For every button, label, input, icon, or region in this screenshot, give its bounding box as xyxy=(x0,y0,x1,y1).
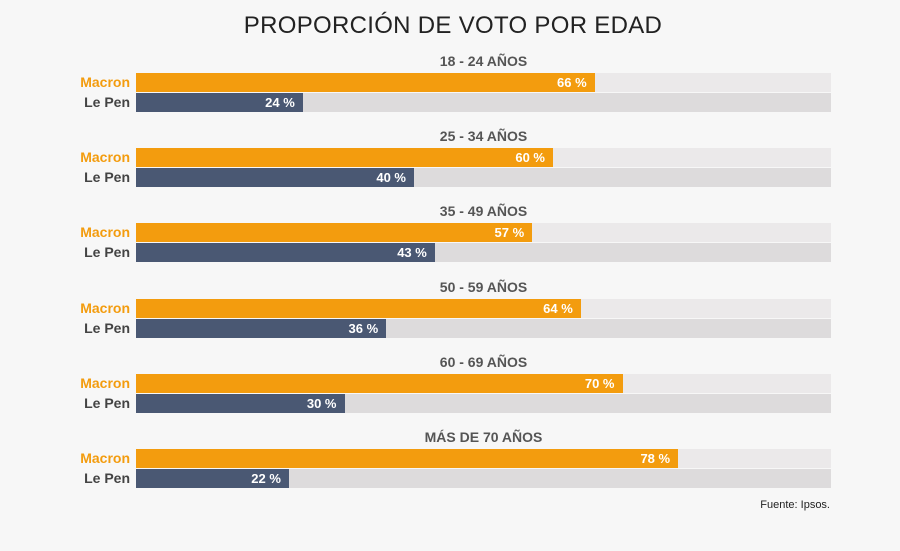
age-group-label: MÁS DE 70 AÑOS xyxy=(424,429,543,445)
bar-track: 36 % xyxy=(136,318,831,338)
candidate-label: Macron xyxy=(80,224,130,241)
candidate-label: Macron xyxy=(80,299,130,316)
age-group-label: 25 - 34 AÑOS xyxy=(439,128,528,145)
candidate-label: Macron xyxy=(80,149,130,166)
bar-le-pen: 24 % xyxy=(136,93,303,112)
data-label: 66 % xyxy=(557,75,587,90)
data-label: 57 % xyxy=(494,225,525,241)
candidate-label: Le Pen xyxy=(84,394,130,411)
data-label: 22 % xyxy=(251,471,281,486)
data-label: 60 % xyxy=(515,150,545,166)
candidate-label: Macron xyxy=(80,374,130,391)
bar-macron: 66 % xyxy=(136,73,595,92)
bar-track: 66 % xyxy=(136,73,831,92)
bar-track: 60 % xyxy=(136,148,831,168)
bar-macron: 78 % xyxy=(136,449,679,468)
bar-le-pen: 43 % xyxy=(136,243,435,263)
bar-track: 24 % xyxy=(136,93,831,112)
candidate-label: Macron xyxy=(80,450,130,466)
bar-le-pen: 22 % xyxy=(136,469,289,488)
bar-track: 70 % xyxy=(136,373,831,393)
candidate-label: Le Pen xyxy=(84,94,130,110)
bar-track: 30 % xyxy=(136,393,831,413)
bar-le-pen: 40 % xyxy=(136,168,414,188)
candidate-label: Le Pen xyxy=(84,244,130,261)
bar-macron: 64 % xyxy=(136,298,581,318)
data-label: 30 % xyxy=(306,395,337,411)
data-label: 43 % xyxy=(397,245,427,261)
data-label: 64 % xyxy=(543,300,573,316)
bar-le-pen: 30 % xyxy=(136,393,345,413)
bar-le-pen: 36 % xyxy=(136,318,387,338)
bar-track: 78 % xyxy=(136,449,831,468)
bar-macron: 70 % xyxy=(136,373,623,393)
source-note: Fuente: Ipsos. xyxy=(760,499,830,511)
age-group-label: 50 - 59 AÑOS xyxy=(439,278,528,295)
candidate-label: Le Pen xyxy=(84,169,130,186)
data-label: 24 % xyxy=(265,95,295,110)
bar-track: 22 % xyxy=(136,469,831,488)
bar-track: 57 % xyxy=(136,223,831,243)
candidate-label: Macron xyxy=(80,74,130,90)
data-label: 40 % xyxy=(376,170,406,186)
data-label: 36 % xyxy=(348,320,379,336)
bar-macron: 57 % xyxy=(136,223,533,243)
bar-track: 40 % xyxy=(136,168,831,188)
bar-macron: 60 % xyxy=(136,148,553,168)
age-group-label: 60 - 69 AÑOS xyxy=(439,353,528,370)
data-label: 70 % xyxy=(584,375,615,391)
data-label: 78 % xyxy=(640,451,671,466)
age-group-label: 35 - 49 AÑOS xyxy=(439,203,528,220)
chart-title: PROPORCIÓN DE VOTO POR EDAD xyxy=(243,12,663,39)
candidate-label: Le Pen xyxy=(84,319,130,336)
candidate-label: Le Pen xyxy=(84,470,130,486)
age-group-label: 18 - 24 AÑOS xyxy=(439,53,528,69)
bar-track: 64 % xyxy=(136,298,831,318)
bar-track: 43 % xyxy=(136,243,831,263)
